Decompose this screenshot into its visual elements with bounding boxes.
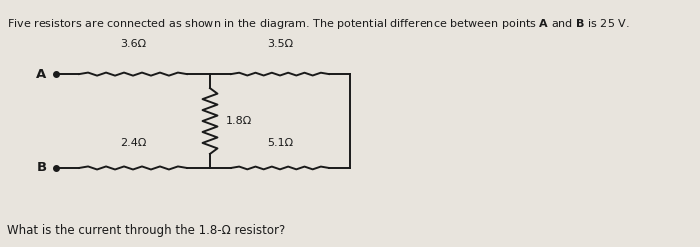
Text: $\mathbf{B}$: $\mathbf{B}$ [36, 162, 48, 174]
Text: What is the current through the 1.8-Ω resistor?: What is the current through the 1.8-Ω re… [7, 224, 286, 237]
Text: 3.5Ω: 3.5Ω [267, 40, 293, 49]
Text: 3.6Ω: 3.6Ω [120, 40, 146, 49]
Text: 5.1Ω: 5.1Ω [267, 138, 293, 148]
Text: 1.8Ω: 1.8Ω [225, 116, 252, 126]
Text: 2.4Ω: 2.4Ω [120, 138, 146, 148]
Text: $\mathbf{A}$: $\mathbf{A}$ [36, 68, 48, 81]
Text: Five resistors are connected as shown in the diagram. The potential difference b: Five resistors are connected as shown in… [7, 17, 629, 31]
